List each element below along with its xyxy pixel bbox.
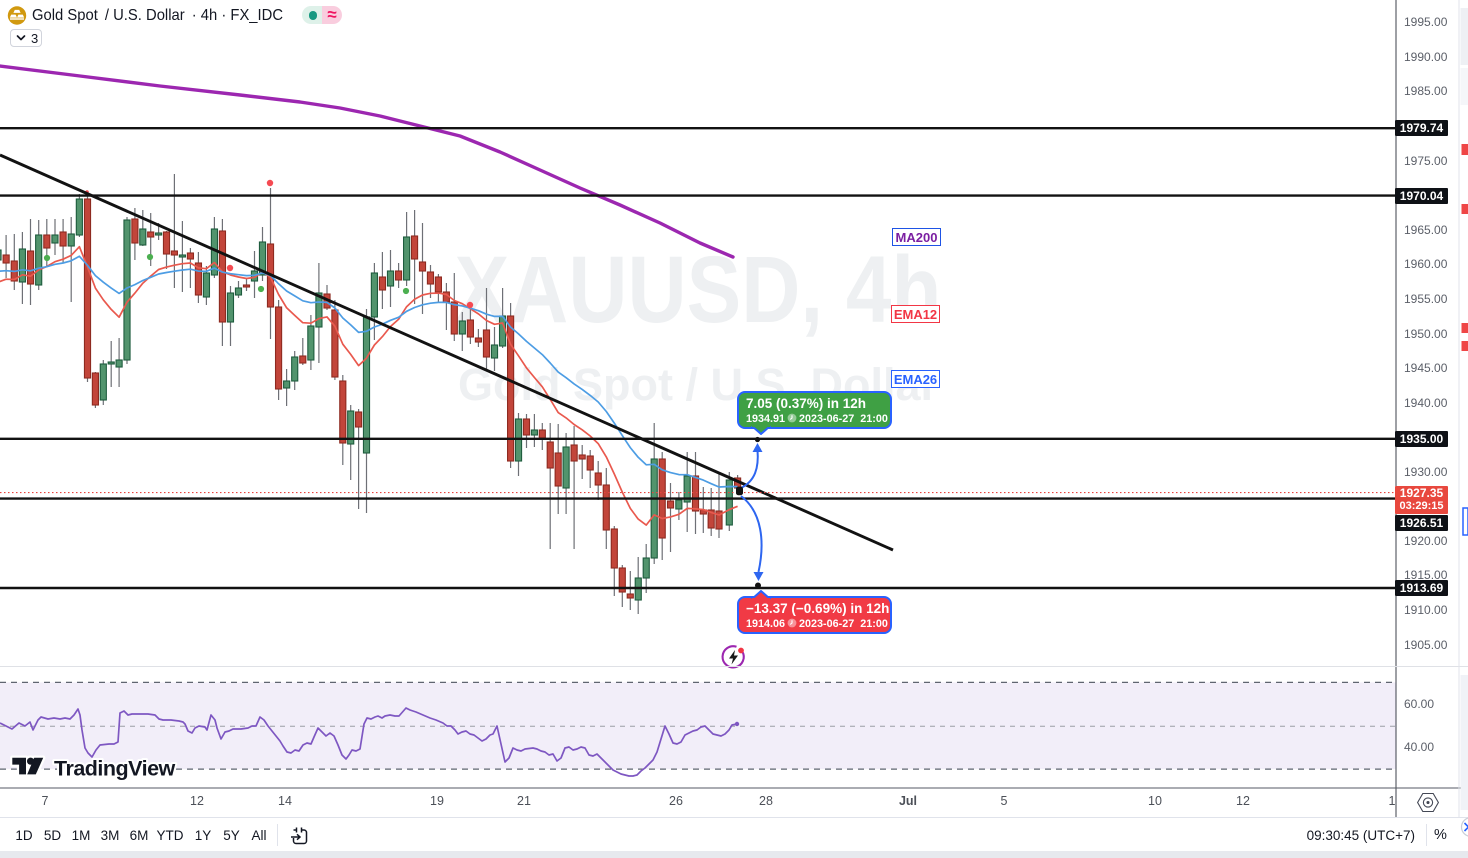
svg-text:TradingView: TradingView [54, 757, 176, 781]
